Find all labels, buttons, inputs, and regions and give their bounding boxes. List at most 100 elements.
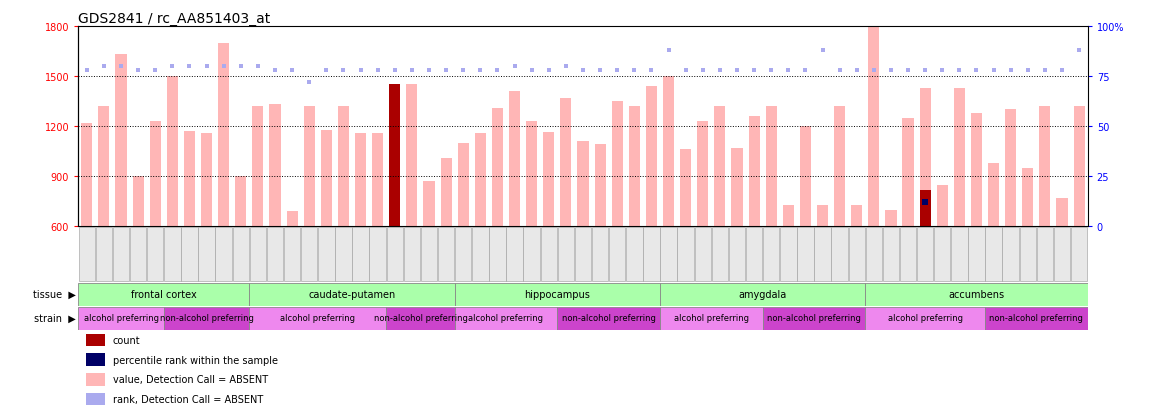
FancyBboxPatch shape [1003, 228, 1019, 281]
FancyBboxPatch shape [302, 228, 318, 281]
FancyBboxPatch shape [250, 283, 455, 306]
FancyBboxPatch shape [352, 228, 368, 281]
FancyBboxPatch shape [626, 228, 642, 281]
FancyBboxPatch shape [592, 228, 608, 281]
FancyBboxPatch shape [387, 228, 403, 281]
Point [129, 67, 147, 74]
Bar [663, 77, 674, 227]
FancyBboxPatch shape [96, 228, 112, 281]
FancyBboxPatch shape [763, 228, 779, 281]
Point [951, 67, 969, 74]
Point [266, 67, 284, 74]
Bar [441, 159, 451, 227]
Bar [834, 107, 845, 227]
FancyBboxPatch shape [1037, 228, 1053, 281]
FancyBboxPatch shape [506, 228, 523, 281]
Point [677, 67, 695, 74]
FancyBboxPatch shape [437, 228, 455, 281]
Point [710, 67, 729, 74]
Bar [304, 107, 315, 227]
Bar [235, 177, 246, 227]
Bar [150, 122, 161, 227]
FancyBboxPatch shape [848, 228, 864, 281]
Point [984, 67, 1003, 74]
FancyBboxPatch shape [798, 228, 814, 281]
Point [300, 80, 319, 86]
Point [231, 64, 250, 70]
Point [94, 64, 113, 70]
Bar [474, 133, 486, 227]
Bar [954, 88, 965, 227]
FancyBboxPatch shape [866, 228, 882, 281]
FancyBboxPatch shape [113, 228, 129, 281]
FancyBboxPatch shape [181, 228, 198, 281]
Point [574, 67, 593, 74]
Point [386, 67, 404, 74]
FancyBboxPatch shape [455, 307, 557, 330]
FancyBboxPatch shape [883, 228, 899, 281]
Bar [561, 98, 571, 227]
Bar [424, 182, 435, 227]
FancyBboxPatch shape [661, 228, 677, 281]
Text: alcohol preferring: alcohol preferring [673, 313, 749, 323]
Bar [86, 393, 105, 405]
Point [163, 64, 182, 70]
Point [899, 67, 917, 74]
Bar [372, 133, 383, 227]
Text: non-alcohol preferring: non-alcohol preferring [767, 313, 861, 323]
FancyBboxPatch shape [678, 228, 694, 281]
Point [642, 67, 661, 74]
Bar [971, 114, 982, 227]
Bar [578, 142, 588, 227]
Bar [389, 85, 401, 227]
Point [916, 199, 935, 206]
FancyBboxPatch shape [780, 228, 796, 281]
FancyBboxPatch shape [147, 228, 163, 281]
Bar [219, 43, 229, 227]
FancyBboxPatch shape [951, 228, 968, 281]
Bar [748, 117, 760, 227]
FancyBboxPatch shape [660, 307, 763, 330]
Text: non-alcohol preferring: non-alcohol preferring [562, 313, 656, 323]
Point [1036, 67, 1054, 74]
Text: frontal cortex: frontal cortex [131, 289, 197, 299]
FancyBboxPatch shape [455, 283, 660, 306]
Point [437, 67, 456, 74]
FancyBboxPatch shape [866, 283, 1088, 306]
Text: alcohol preferring: alcohol preferring [281, 313, 356, 323]
FancyBboxPatch shape [335, 228, 352, 281]
Bar [389, 88, 401, 227]
Point [796, 67, 815, 74]
Bar [526, 122, 538, 227]
FancyBboxPatch shape [729, 228, 745, 281]
Bar [543, 133, 555, 227]
Text: non-alcohol preferring: non-alcohol preferring [160, 313, 253, 323]
Bar [491, 109, 503, 227]
Point [1019, 67, 1037, 74]
Bar [355, 133, 366, 227]
Bar [868, 27, 879, 227]
FancyBboxPatch shape [250, 228, 266, 281]
Text: GDS2841 / rc_AA851403_at: GDS2841 / rc_AA851403_at [78, 12, 270, 26]
Text: count: count [113, 335, 140, 345]
Point [814, 47, 832, 54]
Point [146, 67, 165, 74]
Text: rank, Detection Call = ABSENT: rank, Detection Call = ABSENT [113, 394, 262, 404]
Bar [86, 373, 105, 386]
Point [368, 67, 387, 74]
FancyBboxPatch shape [524, 228, 540, 281]
Point [762, 67, 780, 74]
FancyBboxPatch shape [985, 228, 1001, 281]
Point [847, 67, 866, 74]
Bar [715, 107, 725, 227]
Point [608, 67, 626, 74]
Bar [800, 127, 811, 227]
FancyBboxPatch shape [557, 307, 660, 330]
FancyBboxPatch shape [215, 228, 231, 281]
FancyBboxPatch shape [763, 307, 866, 330]
Point [523, 67, 541, 74]
Point [334, 67, 352, 74]
Bar [321, 131, 331, 227]
Point [694, 67, 712, 74]
FancyBboxPatch shape [284, 228, 300, 281]
